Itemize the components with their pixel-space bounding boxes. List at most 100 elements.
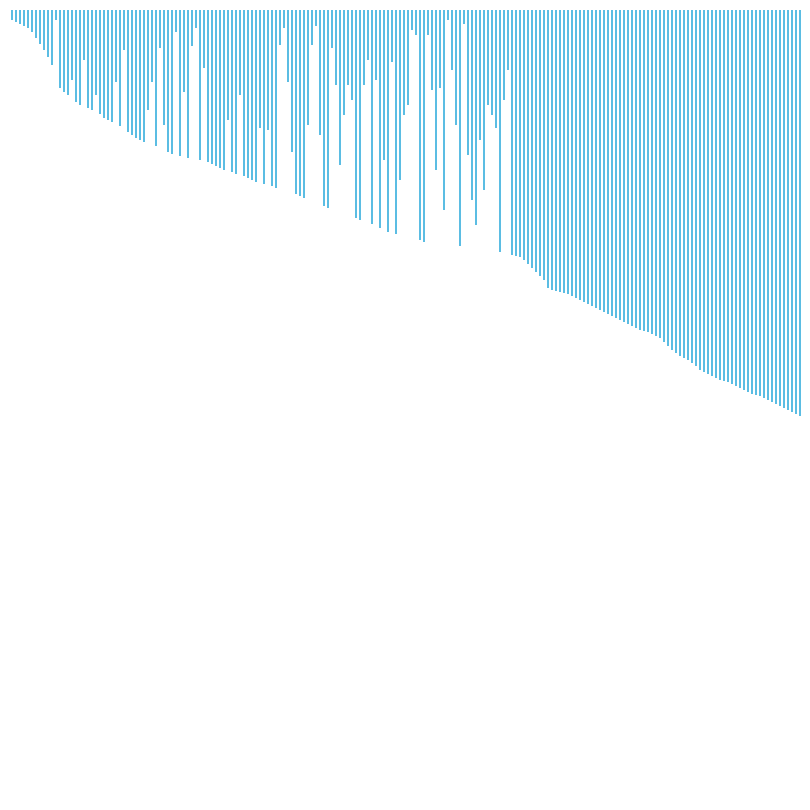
bar <box>555 10 557 291</box>
bar <box>759 10 761 396</box>
bar <box>671 10 673 350</box>
bar <box>563 10 565 293</box>
bar <box>567 10 569 294</box>
bar <box>95 10 97 95</box>
bar <box>139 10 141 140</box>
bar <box>395 10 397 234</box>
bar <box>487 10 489 105</box>
bar <box>51 10 53 65</box>
bar <box>107 10 109 120</box>
bar <box>271 10 273 186</box>
bar <box>319 10 321 135</box>
bar <box>655 10 657 336</box>
bar <box>407 10 409 105</box>
bar <box>323 10 325 206</box>
bar <box>103 10 105 118</box>
bar <box>707 10 709 374</box>
bar <box>595 10 597 308</box>
bar <box>659 10 661 338</box>
bar <box>291 10 293 152</box>
bar <box>371 10 373 224</box>
bar <box>111 10 113 122</box>
bar <box>447 10 449 20</box>
bar <box>703 10 705 372</box>
bar <box>663 10 665 342</box>
bar <box>443 10 445 210</box>
bar <box>275 10 277 188</box>
bar <box>675 10 677 353</box>
bar <box>787 10 789 410</box>
bar <box>731 10 733 384</box>
bar <box>47 10 49 57</box>
bar <box>455 10 457 125</box>
bar <box>711 10 713 376</box>
bar <box>695 10 697 366</box>
bar <box>19 10 21 24</box>
bar <box>199 10 201 160</box>
bar <box>435 10 437 170</box>
bar <box>403 10 405 115</box>
bar <box>691 10 693 363</box>
bar <box>295 10 297 194</box>
bar <box>583 10 585 302</box>
bar <box>579 10 581 300</box>
bar <box>187 10 189 158</box>
bar <box>363 10 365 85</box>
bar <box>591 10 593 306</box>
bar <box>327 10 329 208</box>
bar <box>279 10 281 45</box>
bar <box>359 10 361 220</box>
bar <box>559 10 561 292</box>
bar <box>479 10 481 140</box>
bar <box>523 10 525 260</box>
bar <box>651 10 653 334</box>
bar <box>179 10 181 156</box>
bar <box>771 10 773 402</box>
bar <box>699 10 701 370</box>
bar <box>739 10 741 388</box>
bar <box>531 10 533 268</box>
bar <box>687 10 689 360</box>
bar <box>623 10 625 322</box>
bar <box>247 10 249 178</box>
bar <box>491 10 493 115</box>
bar <box>87 10 89 108</box>
bar <box>603 10 605 312</box>
bar <box>135 10 137 138</box>
bar <box>679 10 681 356</box>
bar <box>235 10 237 174</box>
bar <box>231 10 233 172</box>
bar <box>647 10 649 332</box>
bar <box>147 10 149 110</box>
bar <box>31 10 33 32</box>
bar <box>463 10 465 24</box>
bar <box>267 10 269 130</box>
bar <box>611 10 613 316</box>
bar <box>795 10 797 414</box>
bar <box>643 10 645 331</box>
bar <box>227 10 229 120</box>
bar <box>83 10 85 60</box>
bar <box>91 10 93 110</box>
bar <box>263 10 265 184</box>
bar <box>551 10 553 290</box>
bar <box>639 10 641 330</box>
bar <box>127 10 129 132</box>
bar <box>499 10 501 252</box>
bar <box>251 10 253 180</box>
bar <box>723 10 725 381</box>
bar <box>511 10 513 255</box>
bar <box>631 10 633 326</box>
bar <box>387 10 389 232</box>
bar <box>515 10 517 256</box>
bar <box>743 10 745 390</box>
bar <box>431 10 433 90</box>
bar <box>27 10 29 28</box>
bar <box>427 10 429 35</box>
bar <box>67 10 69 95</box>
bar <box>155 10 157 146</box>
bar <box>163 10 165 125</box>
bar <box>23 10 25 26</box>
